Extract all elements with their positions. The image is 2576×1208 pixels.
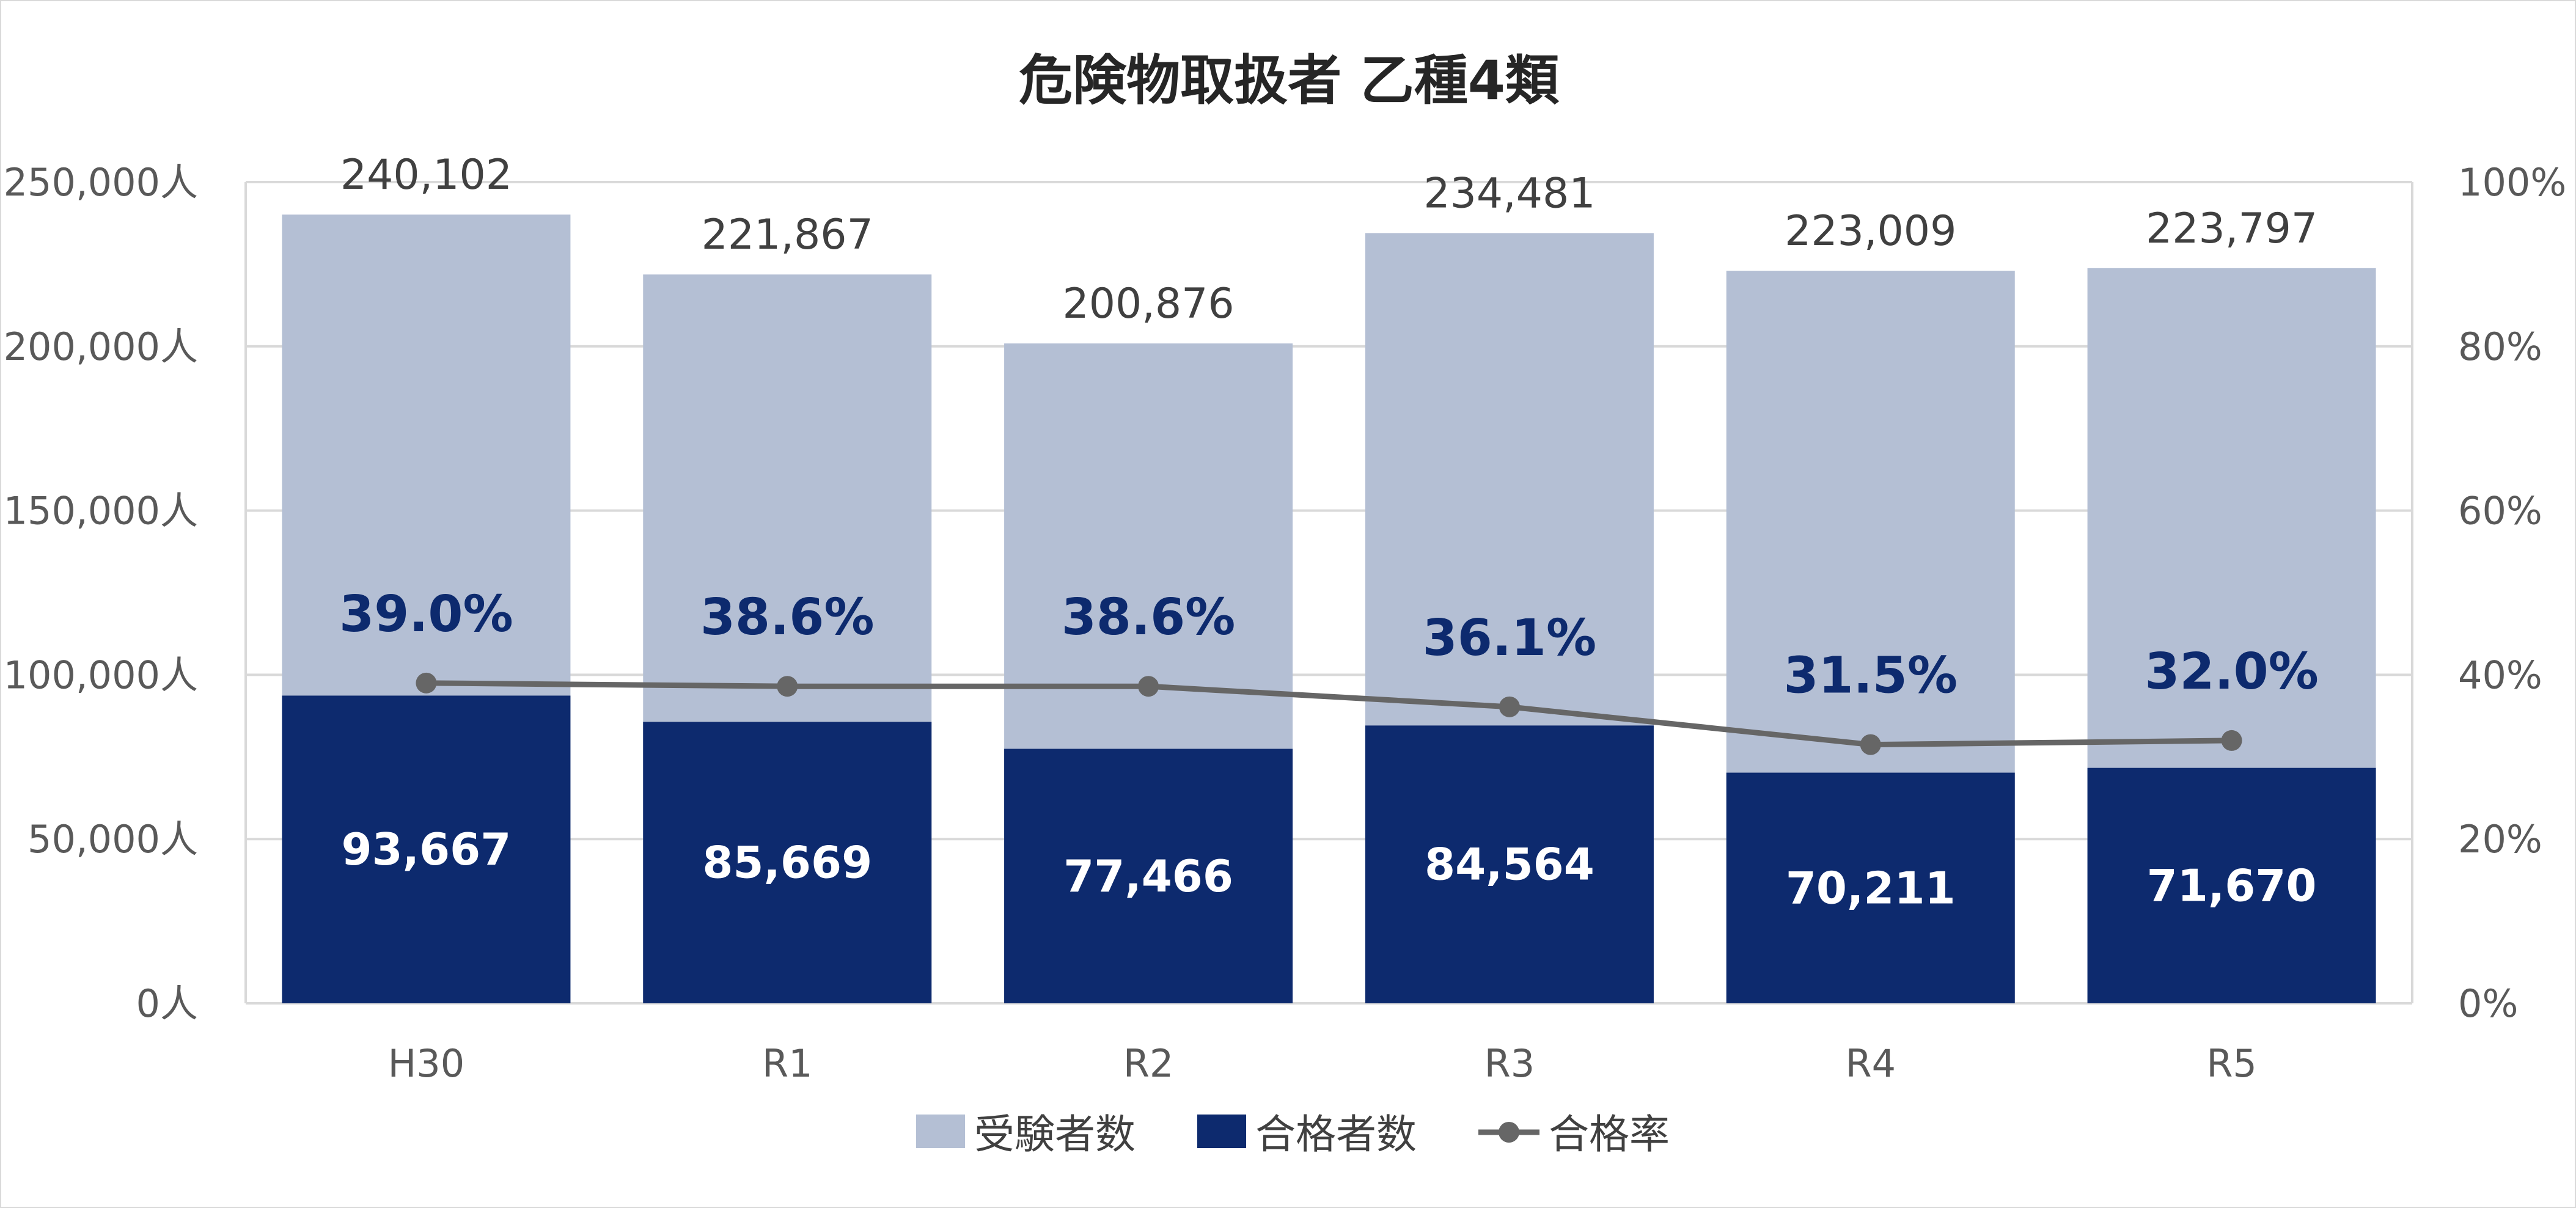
passed-data-label: 93,667: [341, 824, 511, 875]
total-data-label: 240,102: [340, 151, 512, 199]
axes: 0人 50,000人 100,000人 150,000人 200,000人 250,000…: [4, 160, 2567, 1086]
rate-point: [1860, 734, 1881, 755]
rate-point: [1499, 696, 1520, 717]
y-left-tick-label: 250,000人: [4, 160, 198, 205]
total-data-label: 200,876: [1062, 280, 1234, 328]
bar-passed: [1004, 749, 1293, 1003]
total-data-label: 223,797: [2146, 205, 2317, 253]
y-right-tick-label: 100%: [2458, 160, 2566, 205]
x-category-label: R2: [1123, 1041, 1174, 1086]
rate-point: [777, 676, 798, 697]
total-data-label: 221,867: [702, 211, 873, 259]
bar-passed: [2087, 767, 2376, 1003]
rate-data-label: 38.6%: [1062, 588, 1235, 646]
rate-data-label: 38.6%: [700, 588, 874, 646]
bars: [282, 214, 2376, 1004]
data-labels: 240,102 93,667 39.0% 221,867 85,669 38.6% 200,…: [339, 151, 2319, 913]
total-data-label: 234,481: [1423, 169, 1595, 218]
rate-point: [2221, 730, 2242, 751]
y-left-tick-label: 150,000人: [4, 489, 198, 533]
rate-line: [416, 672, 2242, 755]
y-left-tick-label: 200,000人: [4, 324, 198, 369]
y-left-tick-label: 100,000人: [4, 653, 198, 697]
passed-data-label: 85,669: [702, 837, 872, 888]
y-right-tick-label: 80%: [2458, 324, 2542, 369]
y-right-tick-label: 20%: [2458, 817, 2542, 862]
rate-data-label: 32.0%: [2145, 643, 2318, 701]
legend-marker-rate: [1499, 1122, 1519, 1143]
legend-label-total: 受験者数: [974, 1111, 1136, 1158]
y-right-tick-label: 40%: [2458, 653, 2542, 697]
legend-label-rate: 合格率: [1549, 1111, 1670, 1158]
rate-point: [1138, 676, 1159, 697]
legend-swatch-passed: [1197, 1115, 1246, 1148]
y-left-tick-label: 50,000人: [28, 817, 198, 862]
total-data-label: 223,009: [1785, 207, 1956, 255]
legend-label-passed: 合格者数: [1255, 1111, 1417, 1158]
rate-data-label: 36.1%: [1423, 609, 1596, 667]
rate-point: [416, 672, 437, 694]
y-left-tick-label: 0人: [136, 981, 198, 1026]
bar-passed: [643, 722, 932, 1003]
bar-passed: [1365, 725, 1654, 1003]
legend-swatch-total: [916, 1115, 965, 1148]
passed-data-label: 71,670: [2147, 860, 2317, 911]
rate-data-label: 39.0%: [339, 585, 513, 643]
passed-data-label: 84,564: [1425, 839, 1594, 890]
gridlines: [244, 181, 2413, 1005]
bar-passed: [282, 695, 571, 1003]
bar-passed: [1726, 772, 2015, 1003]
rate-data-label: 31.5%: [1784, 647, 1958, 705]
x-category-label: R5: [2206, 1041, 2257, 1086]
y-right-tick-label: 0%: [2458, 981, 2518, 1026]
passed-data-label: 77,466: [1063, 851, 1233, 902]
chart-title: 危険物取扱者 乙種4類: [1019, 49, 1560, 112]
passed-data-label: 70,211: [1786, 862, 1956, 913]
rate-polyline: [426, 680, 2232, 748]
x-category-label: R4: [1845, 1041, 1896, 1086]
y-right-tick-label: 60%: [2458, 489, 2542, 533]
x-category-label: R1: [762, 1041, 813, 1086]
legend: 受験者数 合格者数 合格率: [916, 1111, 1670, 1158]
x-category-label: H30: [388, 1041, 465, 1086]
x-category-label: R3: [1484, 1041, 1535, 1086]
